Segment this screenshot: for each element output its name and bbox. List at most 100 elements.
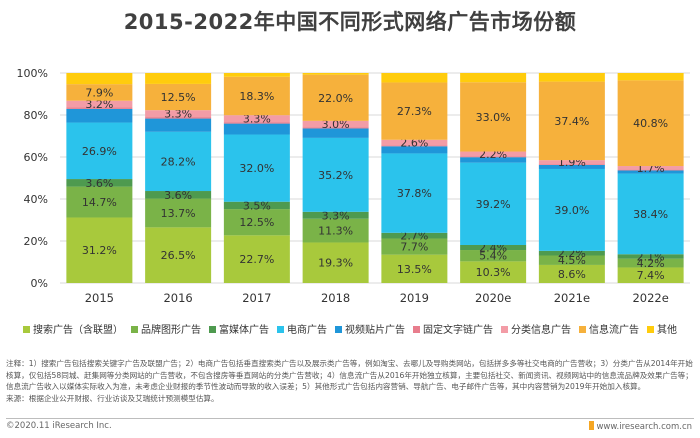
bar-segment: [302, 137, 369, 212]
bar-segment: [223, 73, 290, 77]
y-tick-label: 20%: [24, 235, 48, 248]
data-label: 26.5%: [161, 249, 196, 262]
bar-segment: [66, 122, 133, 180]
bar-segment: [538, 250, 605, 256]
data-label: 12.5%: [161, 91, 196, 104]
x-tick-label: 2021e: [554, 291, 590, 305]
data-label: 13.7%: [161, 207, 196, 220]
bar-segment: [66, 107, 133, 109]
bar-segment: [617, 258, 684, 268]
legend-item: 搜索广告（含联盟）: [23, 323, 123, 336]
data-label: 22.0%: [318, 92, 353, 105]
bar-segment: [460, 157, 527, 163]
data-label: 19.3%: [318, 257, 353, 270]
bar-stack: 31.2% 14.7% 3.6% 26.9% 3.2%7.9%: [66, 73, 133, 283]
data-label: 18.3%: [239, 90, 274, 103]
legend-item: 其他: [647, 323, 677, 336]
legend-swatch: [501, 326, 508, 333]
legend-swatch: [131, 326, 138, 333]
data-label: 26.9%: [82, 145, 117, 158]
stacked-bar-chart: 0% 20% 40% 60% 80% 100% 31.2% 14.7% 3.6% 26.9% 3.…: [17, 67, 690, 336]
footer-copyright: ©2020.11 iResearch Inc.: [6, 421, 112, 431]
bar-segment: [460, 261, 527, 283]
bar-segment: [381, 139, 448, 146]
bar-segment: [460, 151, 527, 157]
data-label: 2.7%: [400, 230, 428, 243]
x-tick-label: 2016: [163, 291, 192, 305]
bar-segment: [223, 115, 290, 123]
source-note: 来源：根据企业公开财报、行业访谈及艾瑞统计预测模型估算。: [6, 393, 219, 403]
bar-stack: 13.5%7.7%2.7%37.8%2.6%27.3%: [381, 73, 448, 283]
y-axis-ticks: 0% 20% 40% 60% 80% 100%: [17, 67, 48, 290]
x-tick-label: 2020e: [475, 291, 511, 305]
bar-segment: [145, 131, 212, 192]
legend-label: 电商广告: [287, 323, 327, 336]
x-axis-ticks: 2015 2016 2017 2018 2019 2020e 2021e 2022e: [85, 291, 669, 305]
footnote: 注释：1）搜索广告包括搜索关键字广告及联盟广告；2）电商广告包括垂直搜索类广告以…: [6, 359, 693, 392]
data-label: 3.3%: [322, 209, 350, 222]
bar-segment: [223, 209, 290, 236]
x-tick-label: 2022e: [632, 291, 668, 305]
bar-segment: [538, 81, 605, 161]
website-text: www.iresearch.com.cn: [596, 422, 692, 432]
bar-segment: [538, 160, 605, 165]
data-label: 3.0%: [322, 118, 350, 131]
data-label: 12.5%: [239, 216, 274, 229]
bar-segment: [66, 179, 133, 187]
y-tick-label: 80%: [24, 109, 48, 122]
data-label: 28.2%: [161, 155, 196, 168]
data-label: 13.5%: [397, 263, 432, 276]
data-label: 37.4%: [554, 115, 589, 128]
bar-segment: [617, 254, 684, 259]
copyright-text: ©2020.11 iResearch Inc.: [6, 421, 112, 431]
bar-segment: [223, 123, 290, 135]
bar-stack: 22.7% 12.5% 3.5% 32.0% 3.3% 18.3%: [223, 73, 290, 283]
bar-segment: [381, 82, 448, 140]
x-tick-label: 2017: [242, 291, 271, 305]
legend-swatch: [23, 326, 30, 333]
legend-label: 视频贴片广告: [345, 323, 405, 336]
data-label: 37.8%: [397, 187, 432, 200]
bar-segment: [460, 162, 527, 245]
x-tick-label: 2015: [85, 291, 114, 305]
bar-segment: [145, 83, 212, 111]
bar-stack: 26.5% 13.7% 3.6% 28.2% 3.3% 12.5%: [145, 73, 212, 283]
data-label: 3.2%: [85, 98, 113, 111]
legend-item: 信息流广告: [579, 323, 639, 336]
data-label: 8.6%: [558, 268, 586, 281]
bar-segment: [381, 232, 448, 239]
notes-block: 注释：1）搜索广告包括搜索关键字广告及联盟广告；2）电商广告包括垂直搜索类广告以…: [6, 358, 694, 404]
bar-segment: [145, 110, 212, 118]
legend-swatch: [277, 326, 284, 333]
data-label: 39.2%: [476, 198, 511, 211]
bar-segment: [223, 235, 290, 283]
legend-label: 搜索广告（含联盟）: [33, 323, 123, 336]
bar-segment: [460, 156, 527, 158]
data-label: 5.4%: [479, 250, 507, 263]
bar-segment: [302, 74, 369, 121]
bar-segment: [145, 191, 212, 199]
legend-swatch: [413, 326, 420, 333]
bar-segment: [538, 164, 605, 165]
footer-divider: [6, 418, 694, 419]
bar-segment: [145, 73, 212, 84]
data-label: 22.7%: [239, 253, 274, 266]
bar-segment: [66, 217, 133, 283]
footer-website[interactable]: www.iresearch.com.cn: [589, 421, 692, 432]
bar-segment: [381, 73, 448, 83]
legend: 搜索广告（含联盟） 品牌图形广告 富媒体广告 电商广告 视频贴片广告 固定文字链广告 分类信…: [23, 323, 677, 336]
y-tick-label: 100%: [17, 67, 48, 80]
bar-segment: [381, 238, 448, 255]
legend-label: 固定文字链广告: [423, 323, 493, 336]
bar-segment: [538, 164, 605, 169]
bar-segment: [460, 73, 527, 83]
data-label: 7.4%: [637, 269, 665, 282]
legend-label: 分类信息广告: [511, 323, 571, 336]
bar-segment: [302, 128, 369, 138]
bar-segment: [617, 169, 684, 171]
data-label: 7.7%: [400, 241, 428, 254]
data-label: 40.8%: [633, 117, 668, 130]
bar-segment: [617, 80, 684, 167]
data-label: 7.9%: [85, 86, 113, 99]
bar-segment: [460, 82, 527, 152]
